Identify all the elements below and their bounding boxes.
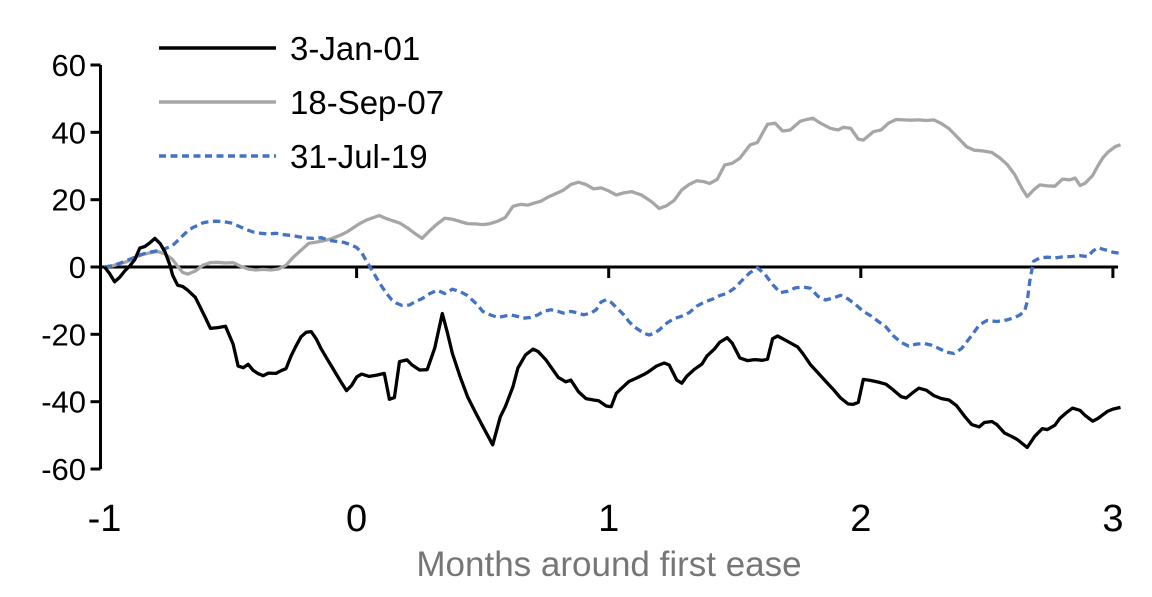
x-tick-label: 2 [850,498,871,540]
axis-tick-labels: 60 40 20 0 -20 -40 -60-1 0 1 2 3 [41,48,1123,540]
series-line-31-jul-19 [104,219,1121,356]
y-tick-label: -20 [41,317,86,352]
x-tick-label: 3 [1102,498,1123,540]
axes [90,63,1118,471]
legend-item-3-jan-01: 3-Jan-01 [158,21,444,75]
legend-item-18-sep-07: 18-Sep-07 [158,75,444,129]
legend-item-31-jul-19: 31-Jul-19 [158,129,444,183]
legend: 3-Jan-01 18-Sep-07 31-Jul-19 [158,21,444,183]
legend-label: 31-Jul-19 [290,137,428,175]
y-tick-label: -40 [41,385,86,420]
y-tick-label: 40 [52,115,86,150]
y-tick-label: 60 [52,48,86,83]
y-tick-label: 20 [52,183,86,218]
series-lines [103,116,1122,450]
x-tick-label: 0 [346,498,367,540]
series-line-18-sep-07 [104,116,1122,276]
legend-line-sample [159,46,276,50]
x-tick-label: -1 [88,498,122,540]
legend-label: 3-Jan-01 [290,29,421,67]
y-tick-label: 0 [69,250,86,285]
x-axis-title: Months around first ease [416,545,802,584]
legend-line-sample [159,100,276,104]
legend-line-sample [159,154,276,158]
y-tick-label: -60 [41,452,86,487]
legend-label: 18-Sep-07 [290,83,445,121]
x-tick-label: 1 [598,498,619,540]
series-line-3-jan-01 [103,236,1121,450]
